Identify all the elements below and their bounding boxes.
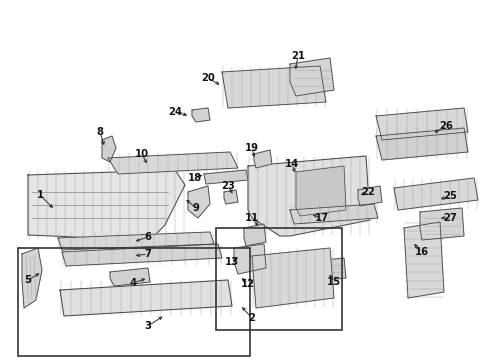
Polygon shape bbox=[234, 244, 265, 274]
Polygon shape bbox=[28, 170, 184, 240]
Polygon shape bbox=[357, 186, 381, 206]
Polygon shape bbox=[192, 108, 209, 122]
Text: 3: 3 bbox=[144, 321, 151, 331]
Text: 2: 2 bbox=[248, 313, 255, 323]
Bar bbox=[216, 228, 341, 330]
Text: 24: 24 bbox=[168, 107, 182, 117]
Polygon shape bbox=[244, 224, 265, 246]
Polygon shape bbox=[60, 280, 231, 316]
Text: 7: 7 bbox=[144, 249, 151, 259]
Text: 6: 6 bbox=[144, 232, 151, 242]
Polygon shape bbox=[289, 58, 333, 96]
Text: 8: 8 bbox=[96, 127, 103, 137]
Text: 16: 16 bbox=[414, 247, 428, 257]
Bar bbox=[18, 248, 249, 356]
Text: 20: 20 bbox=[201, 73, 214, 83]
Text: 27: 27 bbox=[442, 213, 456, 223]
Polygon shape bbox=[203, 170, 247, 184]
Text: 9: 9 bbox=[192, 203, 199, 213]
Text: 13: 13 bbox=[224, 257, 239, 267]
Polygon shape bbox=[253, 150, 271, 168]
Polygon shape bbox=[419, 208, 463, 240]
Polygon shape bbox=[375, 128, 467, 160]
Text: 11: 11 bbox=[244, 213, 259, 223]
Polygon shape bbox=[110, 268, 150, 286]
Text: 26: 26 bbox=[438, 121, 452, 131]
Text: 18: 18 bbox=[187, 173, 202, 183]
Text: 22: 22 bbox=[360, 187, 374, 197]
Polygon shape bbox=[22, 248, 42, 308]
Text: 21: 21 bbox=[290, 51, 305, 61]
Polygon shape bbox=[187, 186, 209, 218]
Text: 23: 23 bbox=[221, 181, 234, 191]
Text: 10: 10 bbox=[135, 149, 149, 159]
Text: 1: 1 bbox=[37, 190, 43, 200]
Polygon shape bbox=[108, 152, 238, 174]
Polygon shape bbox=[224, 190, 238, 204]
Polygon shape bbox=[393, 178, 477, 210]
Text: 14: 14 bbox=[285, 159, 299, 169]
Text: 19: 19 bbox=[244, 143, 259, 153]
Text: 15: 15 bbox=[326, 277, 340, 287]
Polygon shape bbox=[102, 136, 116, 162]
Text: 4: 4 bbox=[129, 278, 136, 288]
Polygon shape bbox=[403, 222, 443, 298]
Polygon shape bbox=[247, 156, 369, 236]
Polygon shape bbox=[58, 232, 214, 250]
Polygon shape bbox=[62, 244, 222, 266]
Polygon shape bbox=[289, 204, 377, 224]
Polygon shape bbox=[222, 66, 325, 108]
Polygon shape bbox=[251, 248, 333, 308]
Text: 17: 17 bbox=[314, 213, 328, 223]
Text: 25: 25 bbox=[442, 191, 456, 201]
Polygon shape bbox=[295, 166, 346, 216]
Polygon shape bbox=[305, 258, 346, 282]
Text: 5: 5 bbox=[24, 275, 31, 285]
Polygon shape bbox=[375, 108, 467, 140]
Text: 12: 12 bbox=[241, 279, 254, 289]
